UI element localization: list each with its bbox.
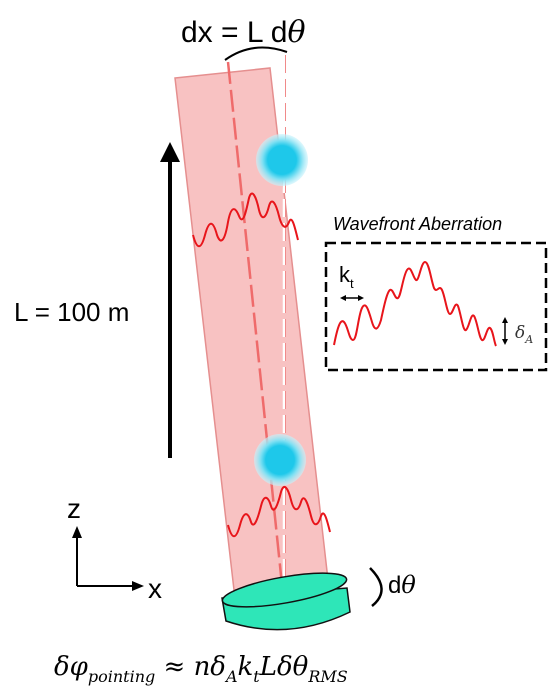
rotation-arc <box>369 567 383 607</box>
wavefront-aberration-inset: Wavefront Aberration kt δA <box>324 214 548 372</box>
dx-arc <box>224 46 288 61</box>
inset-title: Wavefront Aberration <box>333 214 502 234</box>
inset-wave <box>333 260 497 347</box>
axis-x-label: x <box>148 573 162 604</box>
coordinate-axes <box>72 526 144 591</box>
dx-label: dx = L dθ <box>181 15 306 50</box>
axis-z-label: z <box>67 493 81 524</box>
laser-beam <box>174 67 329 591</box>
inset-k-label: kt <box>339 262 354 291</box>
length-arrow <box>160 142 180 458</box>
inset-box <box>324 241 548 372</box>
dtheta-label: dθ <box>388 571 416 599</box>
wavefront-lower <box>227 485 331 538</box>
mirror <box>221 572 351 631</box>
beam-center-line-tilted <box>226 61 284 586</box>
inset-delta-label: δA <box>515 323 533 346</box>
inset-delta-arrow <box>502 317 508 345</box>
atom-cloud-upper <box>256 134 308 186</box>
pointing-formula: δφpointing ≈ nδAktLδθRMS <box>54 652 348 686</box>
inset-k-arrow <box>340 295 364 301</box>
atom-cloud-lower <box>254 434 306 486</box>
length-label: L = 100 m <box>14 297 129 327</box>
wavefront-upper <box>192 192 299 248</box>
